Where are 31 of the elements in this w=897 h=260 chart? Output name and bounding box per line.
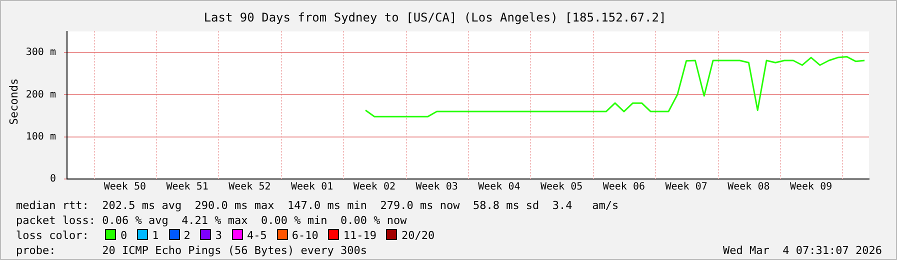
text: probe: 20 ICMP Echo Pings (56 Bytes) every 300s bbox=[16, 243, 367, 258]
x-tick-label: Week 04 bbox=[478, 182, 520, 193]
chart-title: Last 90 Days from Sydney to [US/CA] (Los Angeles) [185.152.67.2] bbox=[204, 10, 666, 24]
legend-title: loss color: bbox=[16, 229, 90, 242]
x-tick-label: Week 09 bbox=[790, 182, 832, 193]
x-tick-label: Week 50 bbox=[104, 182, 146, 193]
legend-label: 1 bbox=[151, 229, 159, 242]
y-tick-label: 0 bbox=[50, 174, 56, 185]
x-tick-label: Week 08 bbox=[728, 182, 770, 193]
text: packet loss: 0.06 % avg 4.21 % max 0.00 % min 0.00 % now bbox=[16, 213, 408, 228]
legend-label: 4-5 bbox=[246, 229, 267, 242]
legend-label: 2 bbox=[182, 229, 190, 242]
x-tick-label: Week 52 bbox=[228, 182, 271, 193]
x-tick-label: Week 06 bbox=[602, 182, 646, 193]
legend-label: 6-10 bbox=[290, 229, 318, 242]
x-tick-label: Week 01 bbox=[290, 182, 334, 193]
legend-label: 3 bbox=[214, 229, 222, 242]
x-tick-label: Week 03 bbox=[416, 182, 458, 193]
x-tick-label: Week 51 bbox=[166, 182, 208, 193]
x-tick-label: Week 02 bbox=[353, 182, 396, 193]
y-tick-label: 300 m bbox=[26, 47, 56, 58]
legend-label: 0 bbox=[119, 229, 128, 242]
x-tick-label: Week 07 bbox=[665, 182, 708, 193]
y-tick-label: 100 m bbox=[26, 131, 56, 142]
y-axis-title: Seconds bbox=[8, 77, 20, 126]
legend-label: 11-19 bbox=[342, 229, 376, 242]
y-tick-label: 200 m bbox=[26, 89, 56, 100]
legend-label: 20/20 bbox=[400, 229, 435, 242]
text: Wed Mar 4 07:31:07 2026 bbox=[723, 243, 882, 258]
text: median rtt: 202.5 ms avg 290.0 ms max 147.0 ms min 279.0 ms now 58.8 ms sd 3.4 am/s bbox=[16, 198, 620, 213]
x-tick-label: Week 05 bbox=[540, 182, 583, 193]
